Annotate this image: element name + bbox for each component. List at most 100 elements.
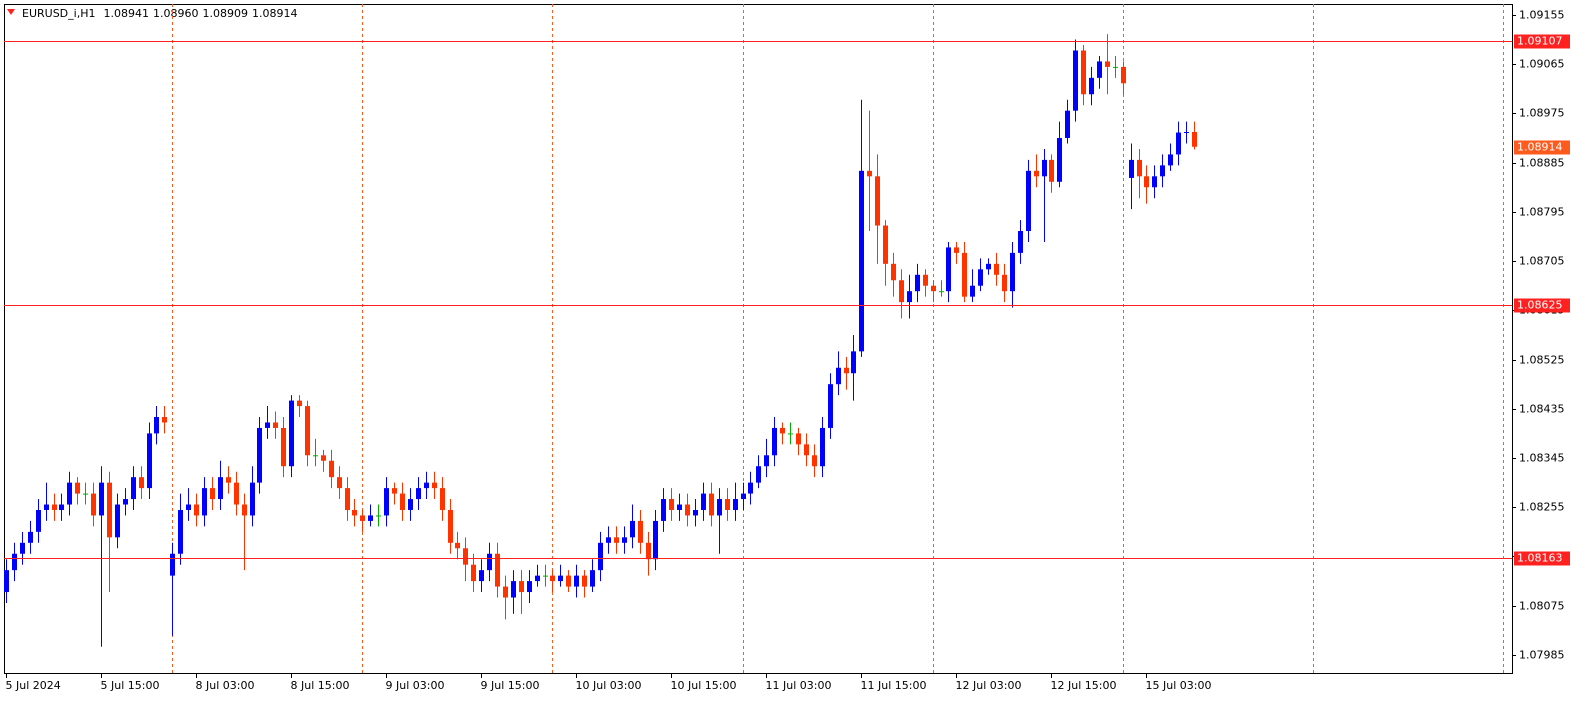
candle-body (1081, 50, 1086, 95)
candle-body (709, 493, 714, 516)
candle-body (107, 482, 112, 538)
header-close: 1.08914 (252, 7, 298, 20)
x-tick-label: 10 Jul 15:00 (671, 679, 737, 692)
candle-body (574, 575, 579, 587)
x-tick-label: 5 Jul 15:00 (101, 679, 160, 692)
candle-body (1010, 252, 1015, 292)
candle-body (75, 482, 80, 494)
candle-body (59, 504, 64, 510)
candle-body (677, 504, 682, 510)
candle-body (883, 225, 888, 264)
x-tick-label: 8 Jul 15:00 (291, 679, 350, 692)
y-tick-label: 1.09065 (1519, 58, 1565, 71)
plot-frame (4, 4, 1513, 674)
candle-body (646, 542, 651, 560)
candle-body (986, 263, 991, 270)
candle-body (527, 581, 532, 593)
y-tick-label: 1.08525 (1519, 354, 1565, 367)
candle-body (598, 542, 603, 571)
candle-body (543, 575, 548, 577)
candle-body (1089, 77, 1094, 95)
candle-body (416, 488, 421, 500)
candle-body (741, 493, 746, 500)
candle-body (194, 504, 199, 516)
candle-body (384, 488, 389, 516)
candle-body (455, 542, 460, 549)
candle-body (511, 581, 516, 598)
candle-body (1152, 176, 1157, 188)
y-tick-label: 1.08885 (1519, 157, 1565, 170)
hline-label-bg (1514, 298, 1570, 313)
candle-body (432, 482, 437, 489)
candle-body (210, 488, 215, 500)
candle-body (804, 444, 809, 456)
candle-body (12, 553, 17, 571)
candle-body (653, 520, 658, 560)
candle-body (463, 548, 468, 565)
candle-body (1105, 61, 1110, 67)
candle-body (1129, 159, 1134, 178)
candle-body (424, 482, 429, 489)
candle-body (1018, 231, 1023, 253)
candle-body (796, 433, 801, 445)
candle-body (503, 586, 508, 598)
candle-body (1176, 132, 1181, 155)
candle-body (265, 422, 270, 428)
y-tick-label: 1.08795 (1519, 206, 1565, 219)
candle-body (717, 499, 722, 516)
hline-label: 1.08625 (1517, 299, 1563, 312)
candle-body (368, 515, 373, 521)
candle-body (202, 488, 207, 516)
x-tick-label: 11 Jul 03:00 (766, 679, 832, 692)
y-tick-label: 1.08345 (1519, 452, 1565, 465)
candle-body (939, 291, 944, 293)
candle-body (836, 367, 841, 385)
candle-body (1097, 61, 1102, 78)
candle-body (844, 367, 849, 374)
candle-body (693, 509, 698, 516)
candle-body (44, 504, 49, 510)
candle-body (329, 460, 334, 478)
candle-body (566, 575, 571, 587)
candle-body (36, 509, 41, 532)
candle-body (218, 477, 223, 500)
candle-body (590, 570, 595, 587)
candle-body (915, 274, 920, 292)
candle-body (756, 466, 761, 483)
candle-body (289, 400, 294, 467)
candle-body (669, 499, 674, 510)
candle-body (91, 493, 96, 516)
candle-body (764, 455, 769, 467)
candle-body (994, 263, 999, 275)
candle-body (115, 504, 120, 538)
candle-body (875, 176, 880, 226)
candle-body (297, 400, 302, 407)
candle-body (978, 269, 983, 286)
candle-body (851, 351, 856, 374)
candle-body (352, 509, 357, 516)
price-label-bg (1514, 140, 1570, 155)
y-tick-label: 1.07985 (1519, 649, 1565, 662)
candle-body (234, 482, 239, 505)
x-tick-label: 9 Jul 03:00 (386, 679, 445, 692)
candle-body (4, 570, 9, 593)
candle-body (28, 531, 33, 543)
candle-body (345, 488, 350, 510)
header-high: 1.08960 (153, 7, 199, 20)
x-tick-label: 9 Jul 15:00 (481, 679, 540, 692)
candle-body (788, 433, 793, 435)
candle-body (99, 482, 104, 516)
candle-body (748, 482, 753, 494)
hline-label: 1.09107 (1517, 35, 1563, 48)
candle-body (685, 504, 690, 516)
candle-body (67, 482, 72, 505)
candle-body (962, 252, 967, 297)
x-tick-label: 12 Jul 15:00 (1051, 679, 1117, 692)
candle-body (440, 488, 445, 510)
header-open: 1.08941 (103, 7, 149, 20)
candle-body (1113, 66, 1118, 68)
x-tick-label: 10 Jul 03:00 (576, 679, 642, 692)
candle-body (495, 553, 500, 587)
candle-body (820, 427, 825, 467)
